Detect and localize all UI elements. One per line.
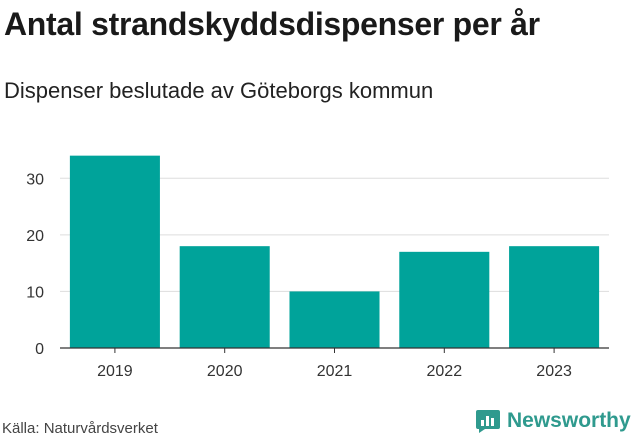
bar bbox=[399, 251, 490, 348]
bar bbox=[509, 246, 600, 348]
x-tick-label: 2023 bbox=[536, 363, 572, 380]
bar bbox=[69, 155, 160, 348]
chart-title: Antal strandskyddsdispenser per år bbox=[4, 6, 540, 42]
y-tick-label: 0 bbox=[35, 341, 44, 358]
brand-logo: Newsworthy bbox=[475, 408, 631, 434]
source-note: Källa: Naturvårdsverket bbox=[2, 420, 158, 437]
x-tick-label: 2019 bbox=[97, 363, 133, 380]
x-tick-label: 2022 bbox=[427, 363, 463, 380]
x-tick-label: 2020 bbox=[207, 363, 243, 380]
y-tick-label: 10 bbox=[26, 284, 44, 301]
bar bbox=[179, 246, 270, 348]
y-tick-label: 30 bbox=[26, 171, 44, 188]
brand-name: Newsworthy bbox=[507, 409, 631, 432]
bar bbox=[289, 291, 380, 348]
newsworthy-logo-icon bbox=[476, 410, 500, 433]
y-tick-label: 20 bbox=[26, 228, 44, 245]
chart-subtitle: Dispenser beslutade av Göteborgs kommun bbox=[4, 78, 434, 103]
x-tick-label: 2021 bbox=[317, 363, 353, 380]
